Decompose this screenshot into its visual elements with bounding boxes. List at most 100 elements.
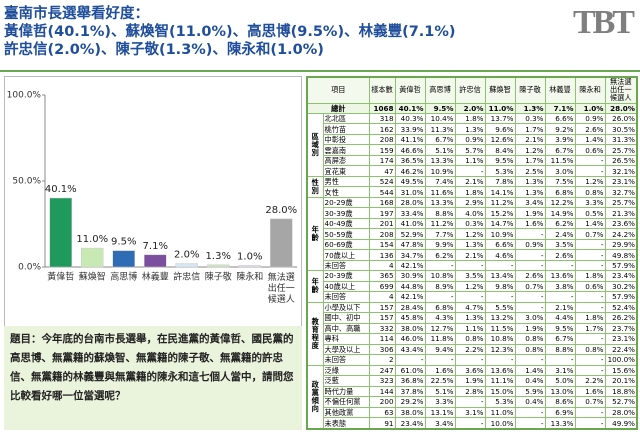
header-cell: 林義豐 [544, 76, 576, 104]
data-cell: 52.4% [604, 301, 638, 314]
data-cell: 未回答 [322, 291, 370, 303]
crosstab: 項目 樣本數 黃偉哲 高思博 許忠信 蘇煥智 陳子敬 林義豐 陳永和 無法選出任一候選人 總計 106… [306, 76, 639, 430]
data-cell: 5.9% [514, 385, 546, 398]
data-cell: 10.8% [484, 333, 516, 345]
data-cell: 9.5% [544, 322, 576, 335]
data-cell: 1.9% [514, 207, 546, 219]
data-cell: 47.8% [394, 238, 426, 251]
data-cell: 32.1% [604, 165, 638, 177]
data-cell: 12.7% [424, 322, 456, 335]
data-cell: - [394, 354, 426, 366]
total-cell: 1068 [368, 102, 396, 115]
header-cell: 樣本數 [368, 76, 396, 104]
data-cell: - [454, 259, 486, 272]
data-cell: 159 [368, 144, 396, 156]
data-cell: 14.1% [484, 186, 516, 198]
data-cell: 1.8% [454, 186, 486, 198]
data-cell: 12.6% [484, 133, 516, 146]
data-cell: 11.5% [484, 322, 516, 335]
data-cell: 10.9% [484, 228, 516, 240]
data-cell: 33.9% [394, 123, 426, 135]
data-cell: 46.0% [394, 333, 426, 345]
title-line: 黃偉哲(40.1%)、蘇煥智(11.0%)、高思博(9.5%)、林義豐(7.1%… [4, 24, 456, 40]
data-cell: 174 [368, 154, 396, 167]
data-cell: 20-39歲 [322, 270, 370, 282]
group-label: 年齡 [306, 270, 324, 303]
data-cell: - [454, 354, 486, 366]
data-cell: 2.6% [544, 249, 576, 261]
data-cell: - [574, 417, 606, 430]
header-cell: 許忠信 [454, 76, 486, 104]
data-cell: 13.3% [424, 196, 456, 209]
data-cell: 3.0% [544, 165, 576, 177]
data-cell: 1.7% [574, 322, 606, 335]
x-tick-label: 許忠信 [173, 271, 200, 283]
data-cell: - [454, 396, 486, 408]
data-cell: 365 [368, 270, 396, 282]
data-cell: 6.8% [544, 186, 576, 198]
chart: 0.0% 50.0% 100.0% 40.1% 黃偉哲 11.0% 蘇煥智 9.5% 高思博 7.… [7, 91, 297, 305]
total-cell: 7.1% [544, 102, 576, 115]
bar [207, 264, 230, 268]
data-cell: 0.6% [574, 144, 606, 156]
data-cell: 13.6% [484, 364, 516, 377]
data-cell: 40歲以上 [322, 280, 370, 293]
data-cell: 國中、初中 [322, 312, 370, 324]
data-cell: 23.1% [604, 175, 638, 188]
data-cell: 3.3% [424, 396, 456, 408]
bar [81, 247, 104, 268]
data-cell: 1.6% [424, 364, 456, 377]
data-cell: - [574, 301, 606, 314]
data-cell: 23.7% [604, 322, 638, 335]
total-cell: 2.0% [454, 102, 486, 115]
data-cell: 中彰投 [322, 133, 370, 146]
data-cell: 0.9% [514, 238, 546, 251]
data-cell: 7.7% [424, 228, 456, 240]
data-cell: 8.8% [424, 207, 456, 219]
data-cell: 57.9% [604, 259, 638, 272]
data-cell: 157 [368, 312, 396, 324]
data-cell: 29.2% [394, 396, 426, 408]
data-cell: 2.5% [514, 165, 546, 177]
data-cell: 162 [368, 123, 396, 135]
data-cell: 201 [368, 217, 396, 230]
data-cell: 5.3% [484, 396, 516, 408]
data-cell: 泛綠 [322, 364, 370, 377]
data-cell: 13.0% [544, 385, 576, 398]
data-cell: 63 [368, 406, 396, 419]
data-cell: 0.5% [574, 207, 606, 219]
data-cell: 2.1% [454, 175, 486, 188]
title-line: 許忠信(2.0%)、陳子敬(1.3%)、陳永和(1.0%) [4, 42, 324, 58]
total-cell: 1.0% [574, 102, 606, 115]
data-cell: - [424, 291, 456, 303]
header-cell: 高思博 [424, 76, 456, 104]
data-cell: - [514, 417, 546, 430]
data-cell: 22.5% [424, 375, 456, 387]
data-cell: 6.6% [544, 112, 576, 125]
data-cell: - [574, 259, 606, 272]
data-cell: - [514, 291, 546, 303]
data-cell: 28.0% [604, 406, 638, 419]
data-cell: 0.8% [514, 333, 546, 345]
data-cell: 43.4% [394, 343, 426, 356]
data-cell: 25.7% [604, 196, 638, 209]
data-cell: 11.6% [424, 186, 456, 198]
data-cell: 專科 [322, 333, 370, 345]
data-cell: 4.0% [454, 207, 486, 219]
data-cell: 46.6% [394, 144, 426, 156]
data-cell: - [574, 406, 606, 419]
data-cell: 1.7% [514, 123, 546, 135]
data-cell: 30.2% [604, 280, 638, 293]
data-cell: 1.4% [514, 364, 546, 377]
data-cell: 208 [368, 228, 396, 240]
data-cell: 8.4% [484, 144, 516, 156]
data-cell: - [544, 291, 576, 303]
data-cell: - [514, 406, 546, 419]
group-label: 區域別 [306, 112, 324, 177]
data-cell: 11.1% [484, 375, 516, 387]
data-cell: 14.9% [544, 207, 576, 219]
data-cell: 1.4% [574, 217, 606, 230]
data-label: 1.3% [206, 251, 231, 262]
data-cell: 4.4% [544, 312, 576, 324]
data-cell: 1.3% [514, 186, 546, 198]
